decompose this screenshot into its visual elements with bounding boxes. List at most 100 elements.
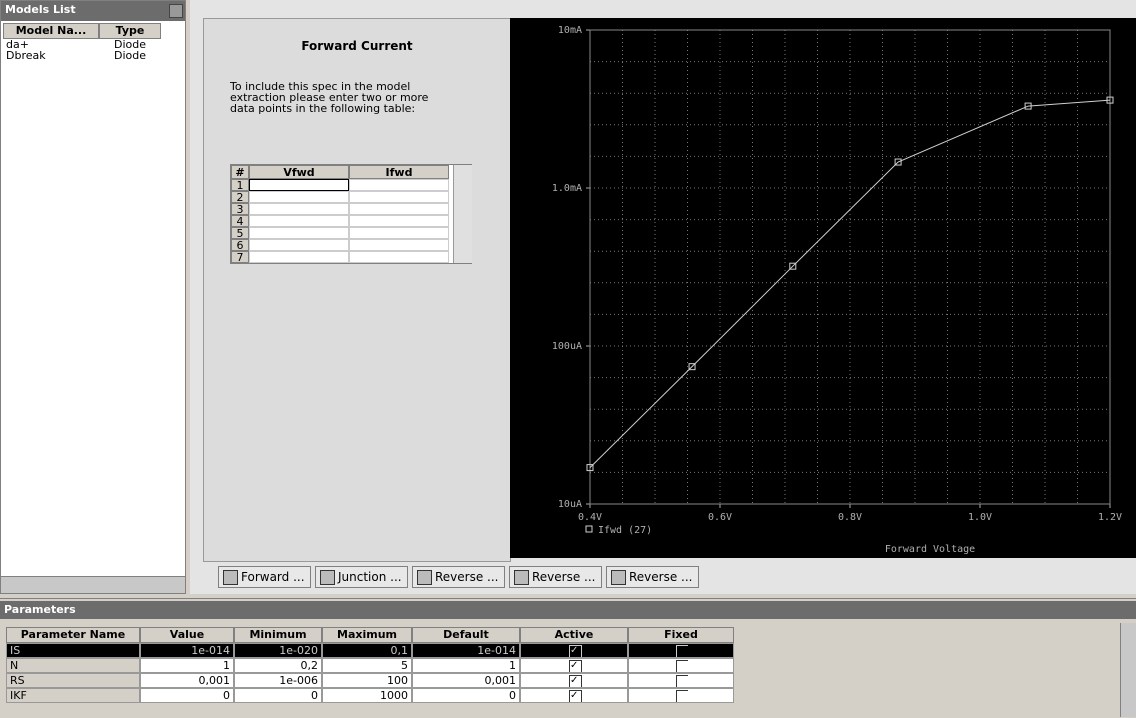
y-tick-label: 1.0mA [552,183,582,194]
parameters-title: Parameters [0,601,1136,619]
active-cell: ✓ [520,643,628,658]
column-header[interactable]: Value [140,627,234,643]
vfwd-cell[interactable] [249,191,349,203]
row-number: 3 [231,203,249,215]
default-cell[interactable]: 0 [412,688,520,703]
active-checkbox[interactable]: ✓ [569,645,582,658]
parameters-panel: Parameters Parameter NameValueMinimumMax… [0,598,1136,718]
spec-title: Forward Current [204,39,510,53]
table-scrollbar[interactable] [453,165,472,263]
x-tick-label: 0.4V [578,512,602,523]
models-table: Model Na...Typeda+DiodeDbreakDiode [1,23,185,573]
parameter-name[interactable]: IKF [6,688,140,703]
maximum-cell[interactable]: 0,1 [322,643,412,658]
fixed-cell [628,688,734,703]
ifwd-cell[interactable] [349,251,449,263]
fixed-checkbox[interactable] [676,690,688,702]
default-cell[interactable]: 1 [412,658,520,673]
maximum-cell[interactable]: 100 [322,673,412,688]
value-cell[interactable]: 1 [140,658,234,673]
value-cell[interactable]: 0,001 [140,673,234,688]
parameter-name[interactable]: RS [6,673,140,688]
minimum-cell[interactable]: 1e-006 [234,673,322,688]
default-cell[interactable]: 0,001 [412,673,520,688]
x-tick-label: 1.2V [1098,512,1122,523]
model-type[interactable]: Diode [99,50,161,62]
tab[interactable]: Forward ... [218,566,311,588]
close-button[interactable] [169,4,183,18]
vfwd-cell[interactable] [249,227,349,239]
y-tick-label: 100uA [552,341,582,352]
tab[interactable]: Reverse ... [412,566,505,588]
vfwd-cell[interactable] [249,203,349,215]
active-checkbox[interactable]: ✓ [569,690,582,703]
column-header: Ifwd [349,165,449,179]
models-list-title: Models List [1,1,185,21]
x-tick-label: 1.0V [968,512,992,523]
x-tick-label: 0.8V [838,512,862,523]
app-window: Models List Model Na...Typeda+DiodeDbrea… [0,0,1136,718]
plot-background [510,18,1136,558]
active-cell: ✓ [520,658,628,673]
vfwd-cell[interactable] [249,179,349,191]
row-number: 7 [231,251,249,263]
vfwd-cell[interactable] [249,215,349,227]
row-number: 4 [231,215,249,227]
fixed-checkbox[interactable] [676,675,688,687]
active-cell: ✓ [520,688,628,703]
column-header[interactable]: Active [520,627,628,643]
vfwd-cell[interactable] [249,239,349,251]
column-header[interactable]: Minimum [234,627,322,643]
parameter-name[interactable]: N [6,658,140,673]
legend-label: Ifwd (27) [598,525,652,536]
column-header[interactable]: Default [412,627,520,643]
y-tick-label: 10uA [558,499,582,510]
value-cell[interactable]: 1e-014 [140,643,234,658]
fixed-checkbox[interactable] [676,660,688,672]
column-header[interactable]: Fixed [628,627,734,643]
x-axis-label: Forward Voltage [885,544,975,555]
spec-panel: Forward Current To include this spec in … [203,18,511,562]
column-header[interactable]: Model Na... [3,23,99,39]
parameter-name[interactable]: IS [6,643,140,658]
x-tick-label: 0.6V [708,512,732,523]
vertical-scrollbar[interactable] [1120,623,1136,717]
fixed-checkbox[interactable] [676,645,688,657]
row-number: 1 [231,179,249,191]
column-header[interactable]: Type [99,23,161,39]
default-cell[interactable]: 1e-014 [412,643,520,658]
ifwd-cell[interactable] [349,215,449,227]
tab[interactable]: Reverse ... [606,566,699,588]
ifwd-cell[interactable] [349,179,449,191]
y-tick-label: 10mA [558,25,582,36]
vfwd-cell[interactable] [249,251,349,263]
horizontal-scrollbar[interactable] [1,576,185,593]
minimum-cell[interactable]: 0,2 [234,658,322,673]
column-header: Vfwd [249,165,349,179]
fixed-cell [628,673,734,688]
tab[interactable]: Junction ... [315,566,408,588]
column-header[interactable]: Maximum [322,627,412,643]
value-cell[interactable]: 0 [140,688,234,703]
forward-current-plot: 0.4V 0.6V 0.8V 1.0V 1.2V 10uA 100uA 1.0mA 10mA Fo… [510,18,1136,558]
ifwd-cell[interactable] [349,239,449,251]
minimum-cell[interactable]: 1e-020 [234,643,322,658]
column-header[interactable]: Parameter Name [6,627,140,643]
model-name[interactable]: Dbreak [3,50,99,62]
instruction-line: data points in the following table: [230,103,490,114]
minimum-cell[interactable]: 0 [234,688,322,703]
ifwd-cell[interactable] [349,203,449,215]
tab[interactable]: Reverse ... [509,566,602,588]
active-checkbox[interactable]: ✓ [569,660,582,673]
maximum-cell[interactable]: 5 [322,658,412,673]
row-number: 2 [231,191,249,203]
ifwd-cell[interactable] [349,191,449,203]
row-number: 5 [231,227,249,239]
active-checkbox[interactable]: ✓ [569,675,582,688]
maximum-cell[interactable]: 1000 [322,688,412,703]
ifwd-cell[interactable] [349,227,449,239]
